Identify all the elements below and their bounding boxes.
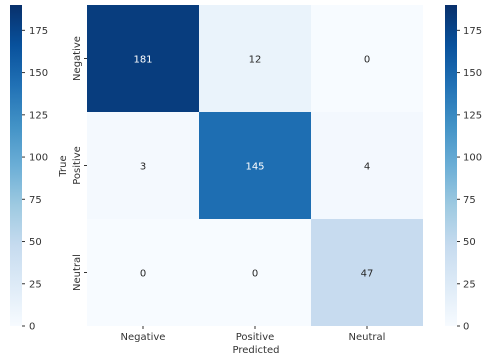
colorbar-tick-label: 175 (463, 26, 482, 37)
colorbar-tick-label: 125 (29, 110, 48, 121)
colorbar-left: 0 25 50 75 100 125 150 175 (10, 5, 48, 333)
colorbar-tick-label: 150 (29, 68, 48, 79)
colorbar-tick-label: 50 (463, 237, 476, 248)
heatmap-cell (199, 219, 311, 326)
colorbar-tick-label: 0 (463, 322, 469, 333)
heatmap-cell (311, 5, 423, 112)
colorbar-tick-label: 75 (29, 195, 42, 206)
cell-value-label: 0 (364, 55, 370, 66)
heatmap-cell (87, 219, 199, 326)
heatmap-cell (311, 219, 423, 326)
heatmap-cell (87, 112, 199, 219)
y-axis-ticks: Negative Positive Neutral (72, 36, 87, 291)
colorbar-tick-label: 175 (29, 26, 48, 37)
cell-value-label: 3 (140, 162, 146, 173)
colorbar-right-ticks: 0 25 50 75 100 125 150 175 (457, 26, 482, 333)
x-axis-title: Predicted (233, 345, 280, 356)
heatmap-cell (87, 5, 199, 112)
colorbar-left-gradient (10, 5, 22, 326)
x-tick-label: Negative (121, 332, 166, 343)
cell-value-labels: 181 12 0 3 145 4 0 0 47 (133, 55, 373, 280)
y-tick-label: Positive (72, 146, 83, 185)
colorbar-right: 0 25 50 75 100 125 150 175 (445, 5, 482, 333)
colorbar-tick-label: 0 (29, 322, 35, 333)
cell-value-label: 4 (364, 162, 370, 173)
colorbar-right-gradient (445, 5, 457, 326)
cell-value-label: 145 (245, 162, 264, 173)
colorbar-tick-label: 150 (463, 68, 482, 79)
cell-value-label: 0 (252, 269, 258, 280)
cell-value-label: 47 (361, 269, 374, 280)
cell-value-label: 181 (133, 55, 152, 66)
colorbar-tick-label: 25 (29, 279, 42, 290)
colorbar-tick-label: 100 (29, 153, 48, 164)
y-tick-label: Neutral (72, 254, 83, 291)
colorbar-tick-label: 25 (463, 279, 476, 290)
heatmap-cells (87, 5, 423, 326)
colorbar-tick-label: 50 (29, 237, 42, 248)
cell-value-label: 0 (140, 269, 146, 280)
colorbar-left-ticks: 0 25 50 75 100 125 150 175 (22, 26, 48, 333)
heatmap-cell (199, 5, 311, 112)
x-tick-label: Positive (236, 332, 275, 343)
colorbar-tick-label: 75 (463, 195, 476, 206)
x-tick-label: Neutral (349, 332, 386, 343)
y-tick-label: Negative (72, 36, 83, 81)
colorbar-tick-label: 125 (463, 110, 482, 121)
x-axis-ticks: Negative Positive Neutral (121, 326, 386, 343)
heatmap-cell (311, 112, 423, 219)
colorbar-tick-label: 100 (463, 153, 482, 164)
cell-value-label: 12 (249, 55, 262, 66)
heatmap-cell (199, 112, 311, 219)
y-axis-title: True (58, 155, 69, 177)
